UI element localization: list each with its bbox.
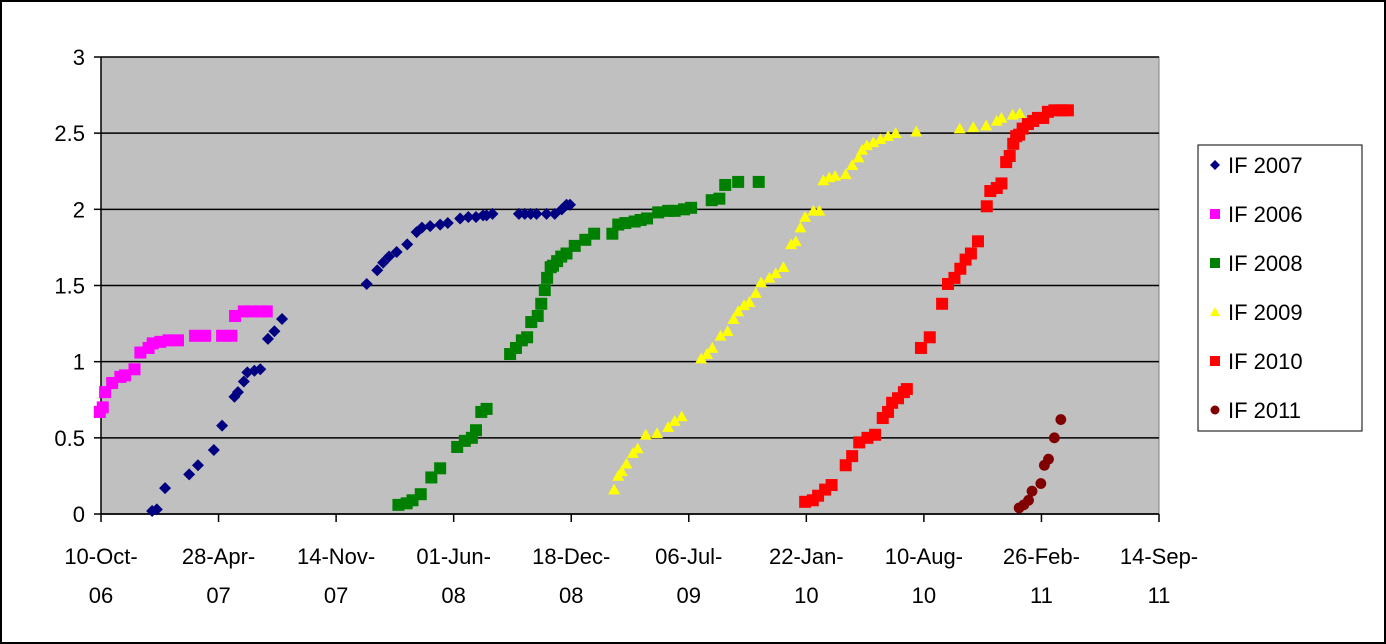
data-point bbox=[172, 334, 184, 346]
legend-label: IF 2011 bbox=[1228, 398, 1301, 423]
x-tick-label-line2: 11 bbox=[1148, 583, 1171, 608]
y-tick-label: 1 bbox=[73, 350, 85, 375]
data-point bbox=[1062, 104, 1074, 116]
x-tick-label-line1: 28-Apr- bbox=[182, 544, 255, 569]
data-point bbox=[521, 331, 533, 343]
data-point bbox=[539, 284, 551, 296]
y-tick-label: 3 bbox=[73, 45, 85, 70]
x-tick-label-line2: 10 bbox=[794, 583, 818, 608]
data-point bbox=[470, 424, 482, 436]
legend-marker bbox=[1210, 209, 1220, 219]
data-point bbox=[965, 248, 977, 260]
data-point bbox=[1049, 432, 1060, 443]
legend-marker bbox=[1210, 258, 1220, 268]
data-point bbox=[541, 272, 553, 284]
data-point bbox=[869, 429, 881, 441]
x-tick-label-line1: 22-Jan- bbox=[769, 544, 844, 569]
x-tick-label-line1: 26-Feb- bbox=[1003, 544, 1080, 569]
x-tick-label-line2: 11 bbox=[1030, 583, 1053, 608]
data-point bbox=[129, 363, 141, 375]
data-point bbox=[569, 240, 581, 252]
data-point bbox=[924, 331, 936, 343]
x-tick-label-line2: 08 bbox=[441, 583, 465, 608]
data-point bbox=[1043, 454, 1054, 465]
x-tick-label-line1: 10-Aug- bbox=[885, 544, 963, 569]
data-point bbox=[415, 488, 427, 500]
data-point bbox=[261, 305, 273, 317]
legend-label: IF 2008 bbox=[1228, 251, 1303, 276]
data-point bbox=[1027, 486, 1038, 497]
data-point bbox=[97, 401, 109, 413]
data-point bbox=[641, 212, 653, 224]
x-tick-label-line1: 18-Dec- bbox=[532, 544, 610, 569]
legend-box bbox=[1198, 145, 1362, 431]
x-tick-label-line1: 14-Nov- bbox=[297, 544, 375, 569]
data-point bbox=[915, 342, 927, 354]
data-point bbox=[535, 298, 547, 310]
data-point bbox=[732, 176, 744, 188]
legend-label: IF 2007 bbox=[1228, 153, 1303, 178]
data-point bbox=[434, 462, 446, 474]
y-tick-label: 2.5 bbox=[54, 121, 85, 146]
data-point bbox=[981, 200, 993, 212]
y-tick-label: 0 bbox=[73, 502, 85, 527]
data-point bbox=[1035, 478, 1046, 489]
legend-label: IF 2006 bbox=[1228, 202, 1303, 227]
y-tick-label: 0.5 bbox=[54, 426, 85, 451]
x-tick-label-line2: 06 bbox=[89, 583, 113, 608]
data-point bbox=[901, 383, 913, 395]
y-tick-label: 2 bbox=[73, 197, 85, 222]
data-point bbox=[199, 330, 211, 342]
data-point bbox=[995, 177, 1007, 189]
data-point bbox=[846, 450, 858, 462]
y-tick-label: 1.5 bbox=[54, 274, 85, 299]
data-point bbox=[972, 235, 984, 247]
data-point bbox=[936, 298, 948, 310]
data-point bbox=[719, 179, 731, 191]
data-point bbox=[1004, 150, 1016, 162]
legend-label: IF 2010 bbox=[1228, 349, 1303, 374]
x-tick-label-line1: 01-Jun- bbox=[416, 544, 491, 569]
x-tick-label-line2: 09 bbox=[677, 583, 701, 608]
legend-label: IF 2009 bbox=[1228, 300, 1303, 325]
data-point bbox=[753, 176, 765, 188]
x-tick-label-line2: 08 bbox=[559, 583, 583, 608]
data-point bbox=[826, 479, 838, 491]
data-point bbox=[481, 403, 493, 415]
x-tick-label-line2: 10 bbox=[912, 583, 936, 608]
data-point bbox=[713, 193, 725, 205]
legend-marker bbox=[1210, 356, 1220, 366]
data-point bbox=[1055, 414, 1066, 425]
x-tick-label-line1: 10-Oct- bbox=[64, 544, 137, 569]
legend-marker bbox=[1211, 406, 1220, 415]
x-tick-label-line1: 14-Sep- bbox=[1120, 544, 1198, 569]
data-point bbox=[588, 228, 600, 240]
x-tick-label-line2: 07 bbox=[206, 583, 230, 608]
legend: IF 2007 IF 2006 IF 2008 IF 2009 IF 2010 IF 20… bbox=[1198, 145, 1362, 431]
x-tick-label-line1: 06-Jul- bbox=[655, 544, 722, 569]
data-point bbox=[225, 330, 237, 342]
data-point bbox=[532, 310, 544, 322]
x-tick-label-line2: 07 bbox=[324, 583, 348, 608]
data-point bbox=[685, 202, 697, 214]
